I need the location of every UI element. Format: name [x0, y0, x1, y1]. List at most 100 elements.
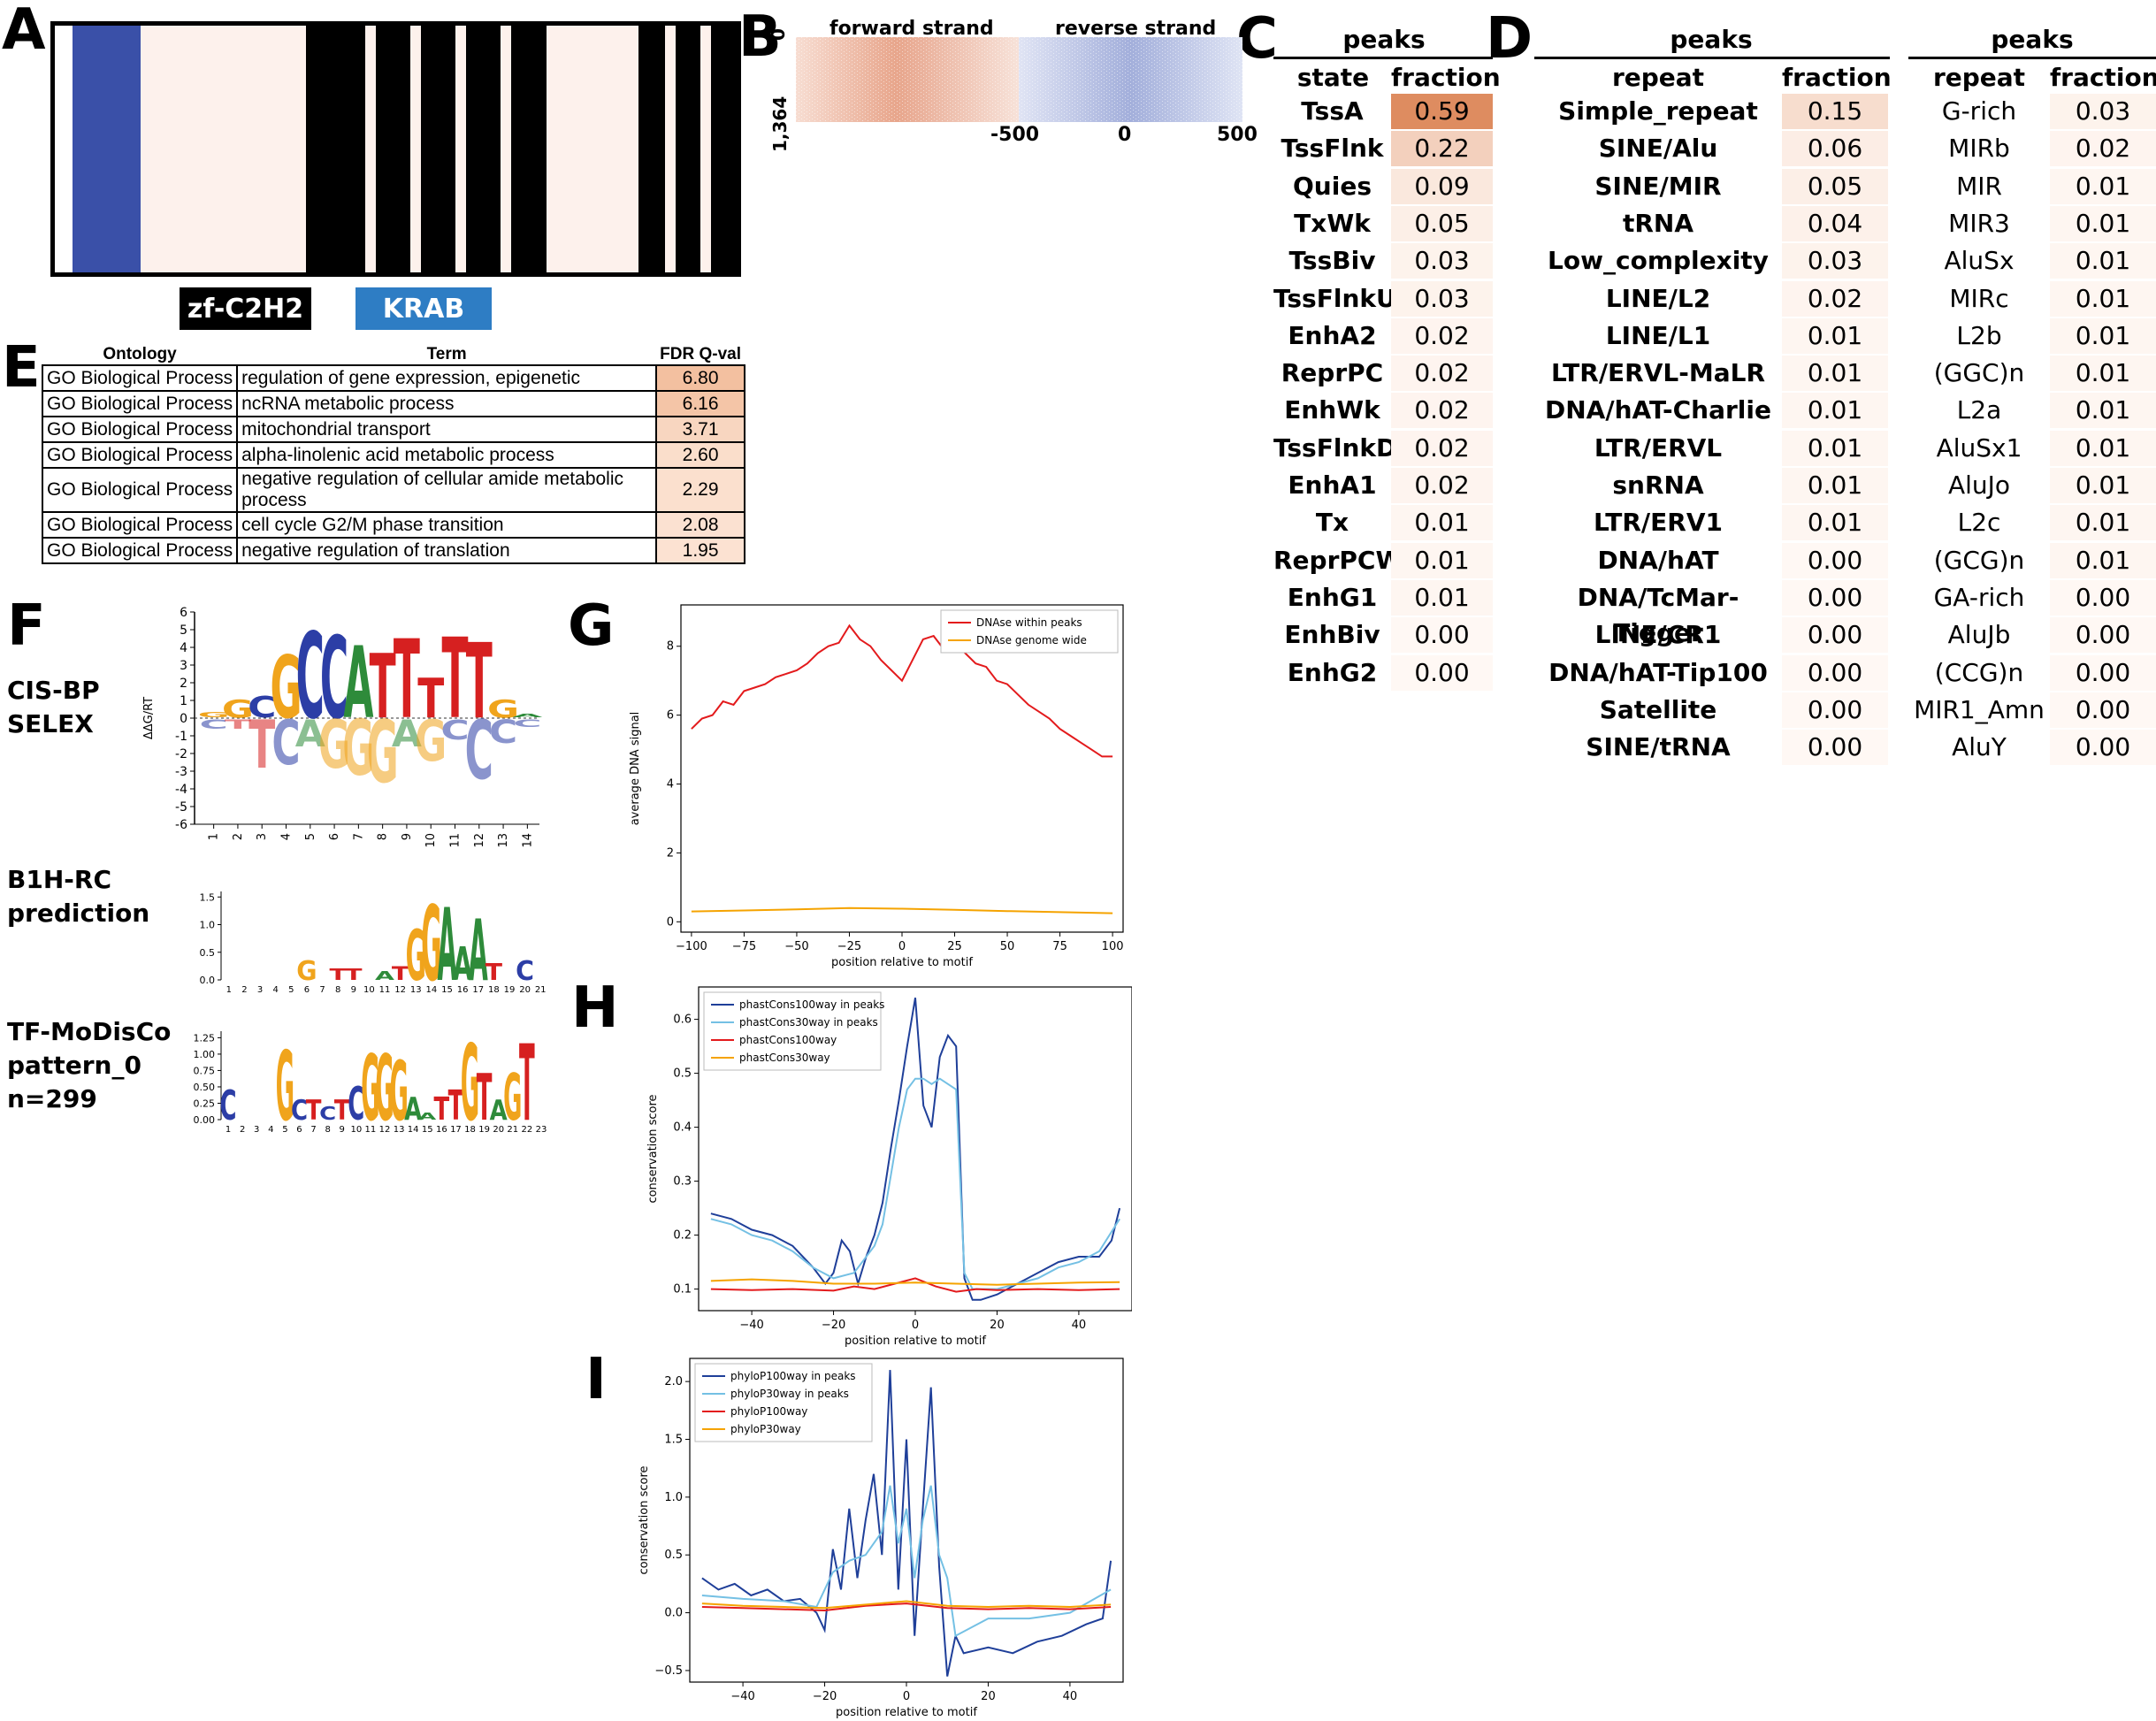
logo-letter: A — [295, 713, 325, 756]
y-tick-label: 4 — [667, 778, 674, 792]
y-tick-label: 0.75 — [194, 1065, 216, 1076]
table-row-label: LINE/L2 — [1605, 283, 1711, 313]
x-tick-label: 12 — [473, 833, 486, 848]
krab-domain — [73, 26, 141, 272]
legend-box — [940, 609, 1119, 654]
table-row-fraction: 0.01 — [1391, 505, 1493, 541]
table-row-fraction: 0.00 — [1782, 654, 1888, 691]
logo-letter: G — [367, 702, 399, 802]
table-row: GO Biological Process cell cycle G2/M pha… — [41, 511, 746, 539]
y-tick-label: 0.0 — [664, 1607, 683, 1620]
legend-krab: KRAB — [356, 287, 492, 330]
modisco-logo: 1.25 1.00 0.75 0.50 0.25 0.00 1 2 3 4 5 6 7 8 9 10 11 12 1… — [194, 1024, 547, 1145]
reverse-strand-label: reverse strand — [1055, 18, 1217, 40]
x-tick-label: 2 — [232, 833, 245, 840]
y-tick-label: -1 — [175, 730, 187, 744]
linker-region — [501, 26, 511, 272]
logo-letter: T — [329, 966, 346, 984]
zf-domain — [466, 26, 501, 272]
table-row-fraction: 0.03 — [1391, 243, 1493, 279]
y-tick-label: 0.6 — [673, 1013, 692, 1027]
x-tick-label: 0 — [903, 1690, 910, 1703]
y-tick-label: 0 — [180, 712, 187, 726]
panel-letter-h: H — [571, 975, 619, 1041]
series-line — [701, 1600, 1112, 1610]
table-row-label: EnhG1 — [1287, 582, 1378, 612]
table-row: GO Biological Process alpha-linolenic aci… — [41, 441, 746, 469]
logo-letter: G — [406, 915, 426, 997]
table-d2-col-fraction: fraction — [2050, 63, 2156, 92]
legend-label: phyloP100way in peaks — [730, 1370, 856, 1382]
x-tick-label: −20 — [822, 1319, 845, 1332]
table-d2-rule — [1908, 57, 2156, 59]
logo-letter: G — [503, 1060, 522, 1135]
table-row-fraction: 0.00 — [1782, 579, 1888, 616]
table-header-row: Ontology Term FDR Q-val — [42, 345, 745, 365]
y-tick-label: 0.1 — [673, 1283, 692, 1296]
y-tick-label: -5 — [175, 800, 187, 815]
table-d2-title: peaks — [1991, 25, 2074, 54]
logo-letter: A — [418, 1112, 437, 1122]
y-tick-label: -3 — [175, 765, 187, 779]
logo-letter: T — [448, 1082, 464, 1129]
cell-term: mitochondrial transport — [236, 416, 658, 443]
cell-fdr-q: 2.60 — [655, 441, 746, 469]
zf-domain — [376, 26, 410, 272]
table-row-fraction: 0.00 — [1782, 692, 1888, 728]
y-tick-label: -4 — [175, 783, 187, 797]
table-row: GO Biological Process negative regulation… — [41, 537, 746, 564]
linker-region — [700, 26, 711, 272]
x-tick-label: −25 — [837, 940, 861, 953]
zf-domain — [638, 26, 665, 272]
panel-letter-a: A — [2, 0, 46, 63]
x-tick: 0 — [1118, 124, 1132, 146]
table-row-label: AluY — [1952, 732, 2007, 762]
table-row-label: EnhA2 — [1288, 320, 1377, 350]
label-cisbp: CIS-BP SELEX — [7, 674, 100, 741]
table-row-fraction: 0.00 — [2050, 579, 2156, 616]
x-tick: 500 — [1217, 124, 1258, 146]
linker-region — [365, 26, 376, 272]
table-row-label: L2c — [1957, 508, 2001, 538]
table-row-fraction: 0.02 — [2050, 131, 2156, 167]
y-tick-label: 4 — [180, 641, 187, 655]
table-row-label: L2a — [1956, 395, 2002, 425]
table-row-fraction: 0.22 — [1391, 131, 1493, 167]
y-axis-label: ΔΔG/RT — [142, 697, 156, 739]
logo-letter: T — [394, 617, 420, 743]
panel-letter-f: F — [7, 593, 46, 659]
table-row-fraction: 0.02 — [1391, 468, 1493, 503]
y-tick-label: 0.5 — [200, 947, 216, 959]
logo-letter: T — [466, 621, 493, 741]
table-row-fraction: 0.00 — [1782, 617, 1888, 654]
x-tick-label: 20 — [981, 1690, 996, 1703]
x-tick-label: 40 — [1072, 1319, 1087, 1332]
table-row-fraction: 0.59 — [1391, 94, 1493, 129]
label-line: CIS-BP — [7, 676, 100, 705]
table-row-fraction: 0.00 — [1391, 617, 1493, 654]
y-tick-label: 1 — [180, 694, 187, 708]
table-row-fraction: 0.00 — [2050, 654, 2156, 691]
cell-ontology: GO Biological Process — [41, 416, 239, 443]
label-line: TF-MoDisCo — [7, 1017, 172, 1046]
y-tick-label: 1.25 — [194, 1032, 216, 1044]
x-tick-label: 100 — [1102, 940, 1124, 953]
x-tick-label: 4 — [280, 833, 294, 840]
table-c-rule — [1273, 57, 1493, 59]
table-row-label: DNA/hAT-Charlie — [1545, 395, 1771, 425]
cell-term: negative regulation of translation — [236, 537, 658, 564]
table-row-label: Simple_repeat — [1558, 96, 1758, 126]
table-row-label: DNA/hAT — [1597, 545, 1719, 575]
y-tick-top: 0 — [768, 28, 789, 41]
x-tick-label: 9 — [401, 833, 414, 840]
linker-region — [665, 26, 676, 272]
x-tick: -500 — [990, 124, 1040, 146]
table-row: GO Biological Process negative regulation… — [41, 467, 746, 513]
legend-label: phyloP30way — [730, 1423, 801, 1435]
cell-term: regulation of gene expression, epigeneti… — [236, 364, 658, 392]
table-row-label: EnhG2 — [1287, 657, 1378, 687]
logo-letter: T — [370, 636, 396, 738]
y-tick-label: 8 — [667, 640, 674, 654]
logo-letter: T — [334, 1095, 350, 1127]
table-row-fraction: 0.01 — [2050, 542, 2156, 578]
